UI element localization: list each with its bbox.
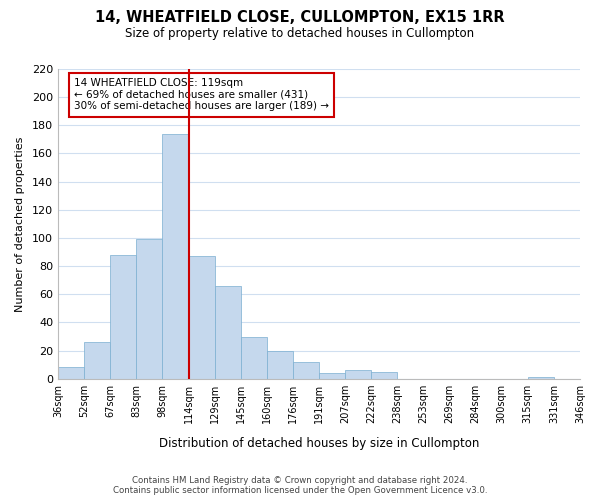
Bar <box>319 373 345 379</box>
Bar <box>345 370 371 379</box>
Text: Contains HM Land Registry data © Crown copyright and database right 2024.
Contai: Contains HM Land Registry data © Crown c… <box>113 476 487 495</box>
Bar <box>110 255 136 379</box>
Bar <box>528 378 554 379</box>
Bar <box>267 350 293 379</box>
X-axis label: Distribution of detached houses by size in Cullompton: Distribution of detached houses by size … <box>159 437 479 450</box>
Bar <box>188 256 215 379</box>
Bar <box>293 362 319 379</box>
Text: 14 WHEATFIELD CLOSE: 119sqm
← 69% of detached houses are smaller (431)
30% of se: 14 WHEATFIELD CLOSE: 119sqm ← 69% of det… <box>74 78 329 112</box>
Bar <box>163 134 188 379</box>
Y-axis label: Number of detached properties: Number of detached properties <box>15 136 25 312</box>
Bar <box>215 286 241 379</box>
Bar <box>241 336 267 379</box>
Text: Size of property relative to detached houses in Cullompton: Size of property relative to detached ho… <box>125 28 475 40</box>
Bar <box>136 240 163 379</box>
Bar <box>58 368 84 379</box>
Bar <box>84 342 110 379</box>
Bar <box>371 372 397 379</box>
Text: 14, WHEATFIELD CLOSE, CULLOMPTON, EX15 1RR: 14, WHEATFIELD CLOSE, CULLOMPTON, EX15 1… <box>95 10 505 25</box>
